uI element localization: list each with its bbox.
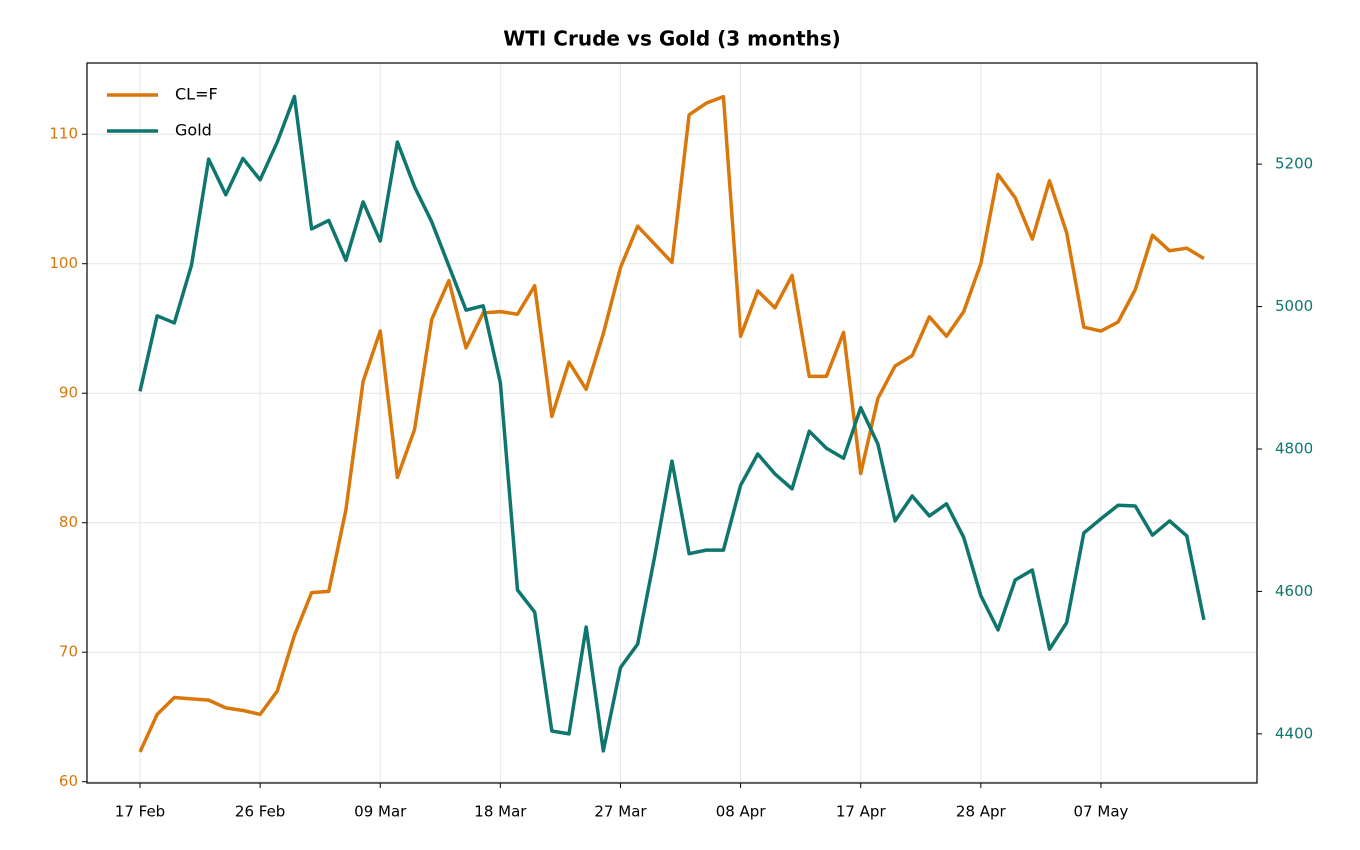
y-tick-label: 70 (59, 643, 78, 661)
x-tick-label: 27 Mar (594, 803, 647, 821)
series-line (138, 94, 1206, 753)
x-tick-label: 09 Mar (354, 803, 407, 821)
y-tick-label: 90 (59, 384, 78, 402)
y2-tick-label: 4600 (1275, 582, 1313, 600)
x-tick-label: 26 Feb (235, 803, 285, 821)
y-tick-label: 80 (59, 513, 78, 531)
y-tick-label: 100 (49, 254, 78, 272)
series-line (138, 94, 1205, 753)
x-tick-label: 17 Feb (115, 803, 165, 821)
y-tick-label: 110 (49, 125, 78, 143)
x-tick-label: 07 May (1074, 803, 1129, 821)
chart-title: WTI Crude vs Gold (3 months) (503, 27, 841, 51)
y2-tick-label: 4800 (1275, 439, 1313, 457)
x-tick-label: 17 Apr (836, 803, 887, 821)
x-tick-label: 18 Mar (474, 803, 527, 821)
legend-label: Gold (175, 121, 212, 140)
y2-tick-label: 4400 (1275, 724, 1313, 742)
y-tick-label: 60 (59, 772, 78, 790)
x-tick-label: 08 Apr (716, 803, 767, 821)
legend: CL=F Gold (107, 85, 218, 140)
legend-label: CL=F (175, 85, 218, 104)
plot-frame (86, 62, 1258, 784)
y2-tick-label: 5000 (1275, 297, 1313, 315)
x-tick-label: 28 Apr (956, 803, 1007, 821)
y2-tick-label: 5200 (1275, 155, 1313, 173)
